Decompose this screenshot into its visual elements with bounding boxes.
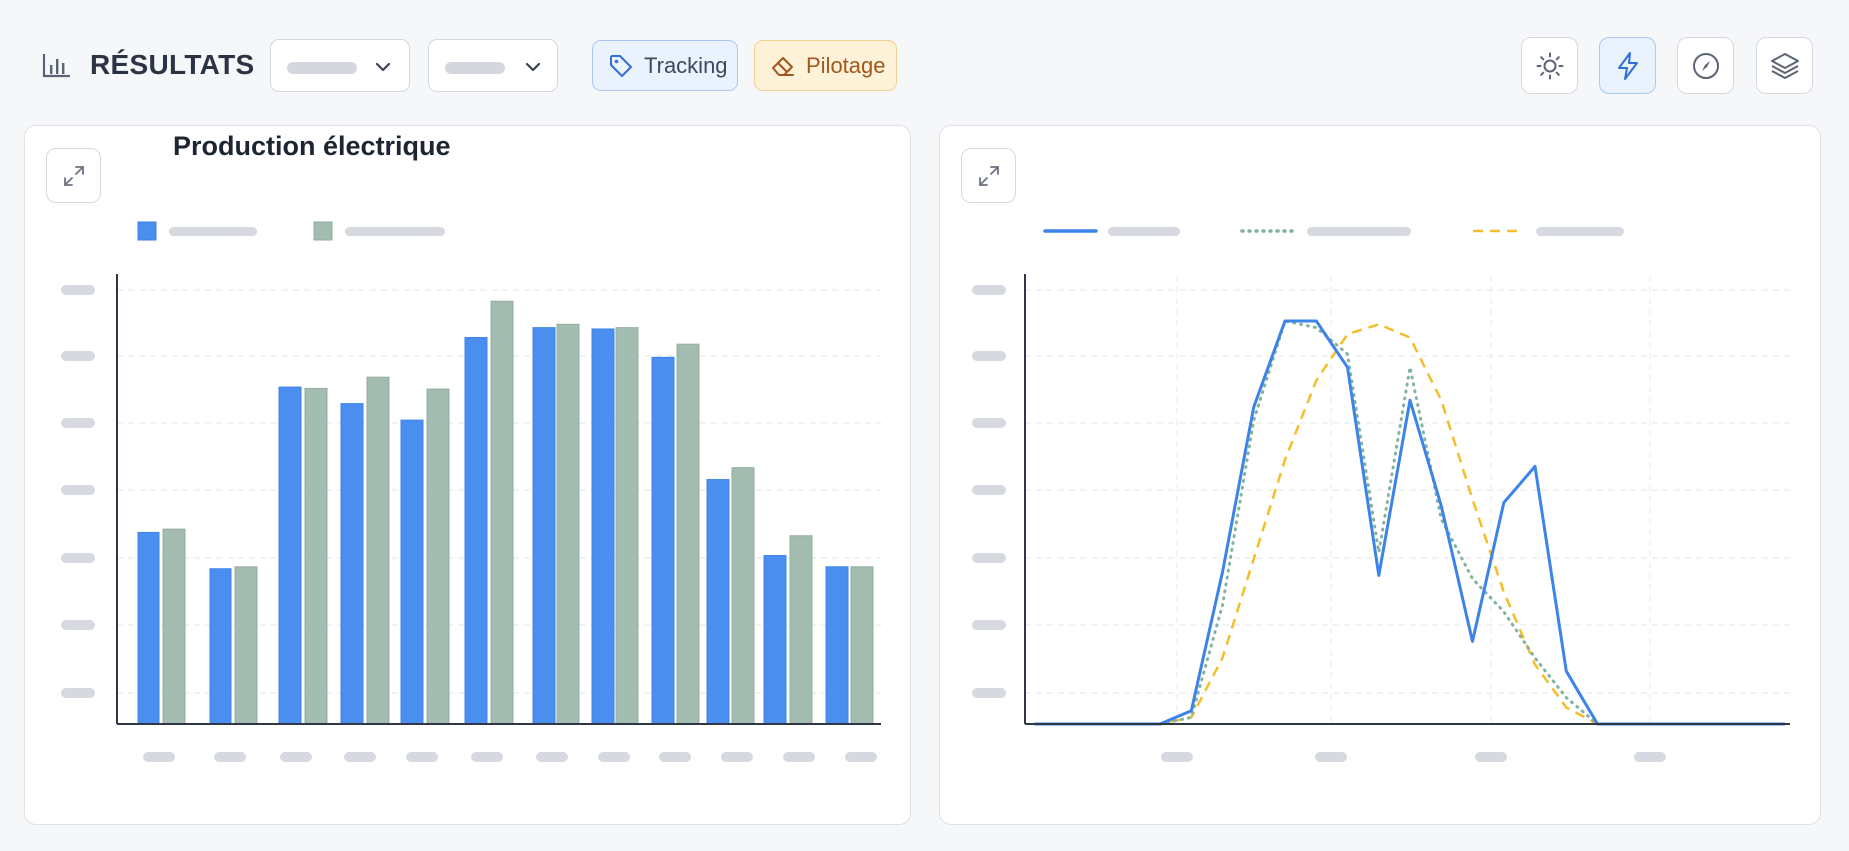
- x-tick-label-placeholder: [214, 752, 246, 762]
- pilotage-chip[interactable]: Pilotage: [754, 40, 897, 91]
- pilotage-chip-label: Pilotage: [806, 52, 886, 78]
- expand-button[interactable]: [46, 148, 101, 203]
- compass-button[interactable]: [1677, 37, 1734, 94]
- chevron-down-icon: [375, 62, 391, 72]
- bar-chart-icon: [42, 54, 70, 78]
- x-tick-label-placeholder: [471, 752, 503, 762]
- x-tick-label-placeholder: [783, 752, 815, 762]
- line-series-dashed: [1035, 322, 1785, 726]
- dropdown-1[interactable]: [270, 39, 410, 92]
- page-title: RÉSULTATS: [90, 49, 255, 80]
- bar-series-2: [366, 376, 390, 725]
- layers-icon: [1770, 52, 1799, 79]
- bar-series-1: [651, 356, 675, 725]
- line-series-solid: [1035, 319, 1785, 726]
- x-tick-label-placeholder: [659, 752, 691, 762]
- y-tick-label-placeholder: [61, 485, 95, 495]
- lightning-button[interactable]: [1599, 37, 1656, 94]
- tracking-chip-label: Tracking: [644, 52, 728, 78]
- y-tick-label-placeholder: [972, 351, 1006, 361]
- y-tick-label-placeholder: [61, 285, 95, 295]
- bar-series-2: [676, 343, 700, 725]
- bar-series-1: [763, 555, 787, 725]
- y-tick-label-placeholder: [61, 688, 95, 698]
- lightning-icon: [1617, 51, 1638, 80]
- production-chart-panel: Production électrique: [24, 125, 911, 825]
- x-tick-label-placeholder: [536, 752, 568, 762]
- x-tick-label-placeholder: [406, 752, 438, 762]
- bar-series-2: [490, 300, 514, 725]
- legend-swatch: [313, 221, 333, 241]
- bar-series-1: [137, 531, 160, 725]
- x-tick-label-placeholder: [1475, 752, 1507, 762]
- expand-icon: [978, 165, 999, 186]
- y-tick-label-placeholder: [61, 620, 95, 630]
- tag-icon: [610, 54, 632, 77]
- bar-series-1: [591, 328, 615, 725]
- bar-series-2: [615, 327, 639, 725]
- y-tick-label-placeholder: [61, 418, 95, 428]
- bar-series-2: [789, 535, 813, 725]
- bar-series-2: [556, 323, 580, 725]
- x-tick-label-placeholder: [845, 752, 877, 762]
- x-tick-label-placeholder: [1634, 752, 1666, 762]
- bar-series-2: [162, 528, 186, 725]
- bar-chart: [61, 221, 881, 762]
- y-tick-label-placeholder: [972, 285, 1006, 295]
- bar-series-2: [731, 467, 755, 725]
- legend-swatch: [137, 221, 157, 241]
- x-tick-label-placeholder: [598, 752, 630, 762]
- legend-label-placeholder: [1108, 227, 1180, 236]
- legend-label-placeholder: [345, 227, 445, 236]
- line-chart: [972, 227, 1790, 762]
- line-series-dotted: [1033, 319, 1787, 726]
- x-tick-label-placeholder: [1315, 752, 1347, 762]
- x-tick-label-placeholder: [1161, 752, 1193, 762]
- chart-title: Production électrique: [173, 131, 451, 161]
- y-tick-label-placeholder: [972, 553, 1006, 563]
- expand-button[interactable]: [961, 148, 1016, 203]
- chevron-down-icon: [525, 62, 541, 72]
- y-tick-label-placeholder: [61, 553, 95, 563]
- tracking-chip[interactable]: Tracking: [592, 40, 738, 91]
- bar-series-2: [304, 387, 328, 725]
- y-tick-label-placeholder: [972, 485, 1006, 495]
- bar-series-1: [706, 479, 730, 725]
- bar-series-1: [825, 566, 849, 725]
- bar-series-1: [340, 403, 364, 725]
- legend-label-placeholder: [1536, 227, 1624, 236]
- bar-series-1: [532, 327, 556, 725]
- sun-icon: [1536, 52, 1563, 79]
- bar-series-1: [209, 568, 232, 725]
- bar-series-1: [278, 386, 302, 725]
- dropdown-2[interactable]: [428, 39, 558, 92]
- bar-series-1: [400, 419, 424, 725]
- dropdown-2-placeholder: [445, 62, 505, 74]
- sun-button[interactable]: [1521, 37, 1578, 94]
- bar-series-2: [426, 388, 450, 725]
- layers-button[interactable]: [1756, 37, 1813, 94]
- legend-label-placeholder: [169, 227, 257, 236]
- x-tick-label-placeholder: [280, 752, 312, 762]
- line-chart-panel: [939, 125, 1821, 825]
- x-tick-label-placeholder: [344, 752, 376, 762]
- y-tick-label-placeholder: [972, 688, 1006, 698]
- compass-icon: [1692, 52, 1719, 79]
- y-tick-label-placeholder: [61, 351, 95, 361]
- bar-series-2: [850, 566, 874, 725]
- bar-series-1: [464, 337, 488, 725]
- dropdown-1-placeholder: [287, 62, 357, 74]
- y-tick-label-placeholder: [972, 620, 1006, 630]
- expand-icon: [63, 165, 84, 186]
- x-tick-label-placeholder: [143, 752, 175, 762]
- y-tick-label-placeholder: [972, 418, 1006, 428]
- bar-series-2: [234, 566, 258, 725]
- x-tick-label-placeholder: [721, 752, 753, 762]
- toolbar: RÉSULTATS Tracking Pilotage: [0, 0, 1849, 120]
- eraser-icon: [772, 56, 794, 76]
- legend-label-placeholder: [1307, 227, 1411, 236]
